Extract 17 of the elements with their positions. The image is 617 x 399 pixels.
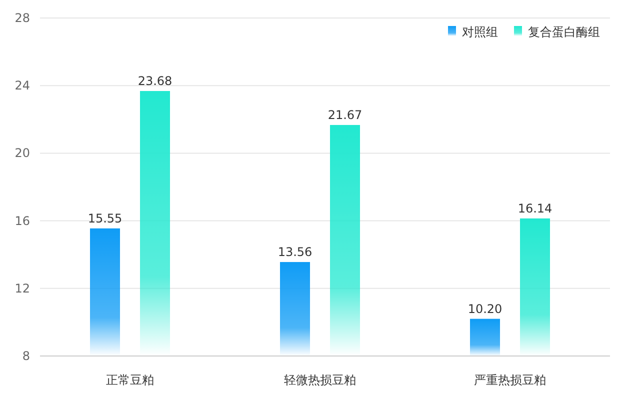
legend-label: 复合蛋白酶组 [528,25,600,39]
y-tick-label: 24 [14,78,30,93]
y-tick-label: 8 [22,349,30,363]
text: 13.56 [278,245,312,260]
text: 15.55 [88,211,122,226]
text: 21.67 [328,108,362,122]
text: 16.14 [518,201,552,216]
y-tick-label: 12 [14,281,30,296]
text: 23.68 [138,74,172,88]
y-tick-label: 16 [14,214,30,228]
text: 10.20 [468,302,502,316]
legend-label: 对照组 [462,25,498,39]
y-tick-label: 20 [14,146,30,160]
x-tick-label: 严重热损豆粕 [474,373,546,387]
x-tick-label: 轻微热损豆粕 [284,373,356,387]
x-tick-label: 正常豆粕 [106,373,154,387]
y-tick-label: 28 [14,11,30,25]
